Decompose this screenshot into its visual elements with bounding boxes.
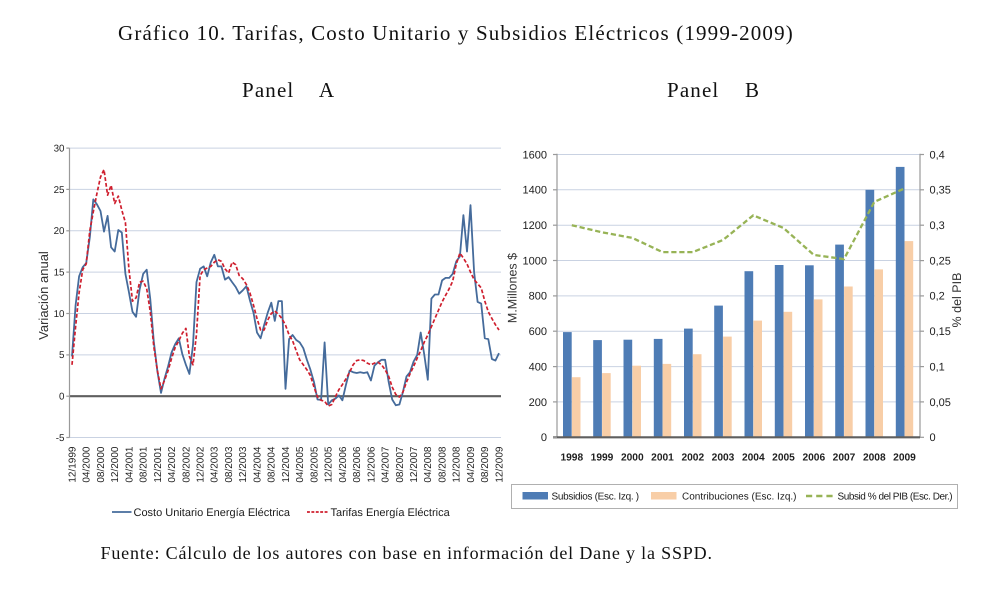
svg-text:2008: 2008 (863, 453, 886, 464)
svg-text:12/2007: 12/2007 (409, 446, 420, 483)
svg-text:2004: 2004 (742, 453, 765, 464)
svg-text:2003: 2003 (712, 453, 735, 464)
svg-text:1200: 1200 (523, 220, 547, 232)
svg-text:08/2000: 08/2000 (96, 446, 107, 483)
svg-text:04/2001: 04/2001 (124, 446, 135, 483)
svg-text:1400: 1400 (523, 185, 547, 197)
svg-text:2009: 2009 (893, 453, 916, 464)
svg-text:800: 800 (529, 291, 547, 303)
svg-text:% del PIB: % del PIB (950, 273, 964, 328)
svg-text:25: 25 (54, 185, 65, 196)
svg-text:Tarifas Energía Eléctrica: Tarifas Energía Eléctrica (331, 507, 451, 519)
svg-text:08/2001: 08/2001 (139, 446, 150, 483)
svg-text:2006: 2006 (802, 453, 825, 464)
svg-text:0,3: 0,3 (930, 220, 945, 232)
svg-text:2007: 2007 (833, 453, 856, 464)
svg-text:12/2008: 12/2008 (452, 446, 463, 483)
svg-text:08/2006: 08/2006 (352, 446, 363, 483)
svg-text:Contribuciones (Esc. Izq.): Contribuciones (Esc. Izq.) (682, 492, 797, 503)
svg-text:0,1: 0,1 (930, 361, 945, 373)
svg-text:2005: 2005 (772, 453, 795, 464)
svg-text:04/2002: 04/2002 (167, 446, 178, 483)
svg-text:-5: -5 (56, 433, 65, 444)
svg-text:0,05: 0,05 (930, 397, 951, 409)
svg-text:2000: 2000 (621, 453, 644, 464)
svg-text:400: 400 (529, 361, 547, 373)
svg-text:Costo Unitario Energía Eléctri: Costo Unitario Energía Eléctrica (134, 507, 291, 519)
svg-text:20: 20 (54, 226, 65, 237)
svg-text:04/2003: 04/2003 (210, 446, 221, 483)
svg-text:15: 15 (54, 268, 65, 279)
svg-text:Subsidios (Esc. Izq. ): Subsidios (Esc. Izq. ) (552, 492, 639, 503)
svg-text:0: 0 (59, 392, 65, 403)
svg-text:10: 10 (54, 309, 65, 320)
svg-text:1000: 1000 (523, 255, 547, 267)
svg-text:12/1999: 12/1999 (67, 446, 78, 483)
svg-text:04/2005: 04/2005 (295, 446, 306, 483)
svg-text:0,35: 0,35 (930, 185, 951, 197)
svg-text:08/2004: 08/2004 (267, 446, 278, 483)
svg-text:12/2006: 12/2006 (366, 446, 377, 483)
svg-text:1600: 1600 (523, 149, 547, 161)
svg-text:Variación anual: Variación anual (36, 251, 51, 340)
svg-text:5: 5 (59, 350, 65, 361)
svg-text:0,25: 0,25 (930, 255, 951, 267)
svg-text:2001: 2001 (651, 453, 674, 464)
svg-text:04/2008: 04/2008 (423, 446, 434, 483)
svg-text:08/2007: 08/2007 (395, 446, 406, 483)
svg-text:08/2003: 08/2003 (224, 446, 235, 483)
svg-text:600: 600 (529, 326, 547, 338)
svg-text:Subsid % del PIB (Esc. Der.): Subsid % del PIB (Esc. Der.) (838, 492, 953, 503)
svg-text:200: 200 (529, 397, 547, 409)
svg-text:0,2: 0,2 (930, 291, 945, 303)
svg-text:12/2004: 12/2004 (281, 446, 292, 483)
svg-text:04/2006: 04/2006 (338, 446, 349, 483)
svg-text:04/2004: 04/2004 (252, 446, 263, 483)
svg-text:08/2009: 08/2009 (480, 446, 491, 483)
svg-text:0,15: 0,15 (930, 326, 951, 338)
svg-text:12/2000: 12/2000 (110, 446, 121, 483)
svg-text:04/2000: 04/2000 (82, 446, 93, 483)
svg-text:1999: 1999 (591, 453, 614, 464)
svg-text:04/2007: 04/2007 (381, 446, 392, 483)
svg-text:08/2008: 08/2008 (438, 446, 449, 483)
svg-text:04/2009: 04/2009 (466, 446, 477, 483)
svg-text:08/2002: 08/2002 (181, 446, 192, 483)
svg-text:2002: 2002 (681, 453, 704, 464)
svg-text:0: 0 (930, 432, 936, 444)
svg-text:12/2001: 12/2001 (153, 446, 164, 483)
svg-text:0: 0 (541, 432, 547, 444)
svg-text:0,4: 0,4 (930, 149, 945, 161)
svg-text:12/2005: 12/2005 (324, 446, 335, 483)
svg-text:30: 30 (54, 144, 65, 155)
svg-text:12/2009: 12/2009 (494, 446, 505, 483)
svg-text:M.Millones $: M.Millones $ (506, 253, 520, 323)
svg-text:12/2002: 12/2002 (196, 446, 207, 483)
svg-text:12/2003: 12/2003 (238, 446, 249, 483)
svg-text:08/2005: 08/2005 (309, 446, 320, 483)
svg-text:1998: 1998 (560, 453, 583, 464)
